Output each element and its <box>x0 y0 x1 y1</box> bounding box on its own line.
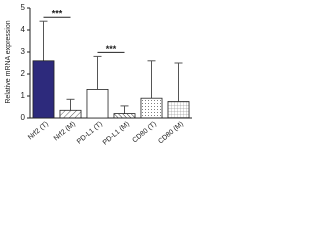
bar <box>140 97 163 119</box>
y-axis-title: Relative mRNA expression <box>5 20 12 103</box>
x-tick-label: PD-L1 (T) <box>76 121 104 146</box>
x-tick-label: PD-L1 (M) <box>102 121 131 147</box>
bar <box>167 101 190 119</box>
x-tick-label: CD80 (M) <box>157 121 185 146</box>
significance-label: *** <box>52 9 63 19</box>
x-tick-label: CD80 (T) <box>131 121 158 145</box>
x-tick-label: Nrf2 (M) <box>53 121 77 143</box>
y-tick-label: 3 <box>21 47 26 56</box>
chart: Relative mRNA expression 0 1 2 3 4 5 Nrf2 (T) N… <box>5 3 192 147</box>
y-tick-label: 4 <box>21 25 26 34</box>
bar <box>32 60 55 119</box>
significance-label: *** <box>106 44 117 54</box>
y-tick-label: 0 <box>21 113 26 122</box>
bar <box>59 109 82 119</box>
y-tick-label: 1 <box>21 91 26 100</box>
bar <box>86 89 109 119</box>
x-tick-label: Nrf2 (T) <box>27 121 50 142</box>
y-tick-label: 2 <box>21 69 26 78</box>
bar <box>113 113 136 119</box>
y-tick-label: 5 <box>21 3 26 12</box>
